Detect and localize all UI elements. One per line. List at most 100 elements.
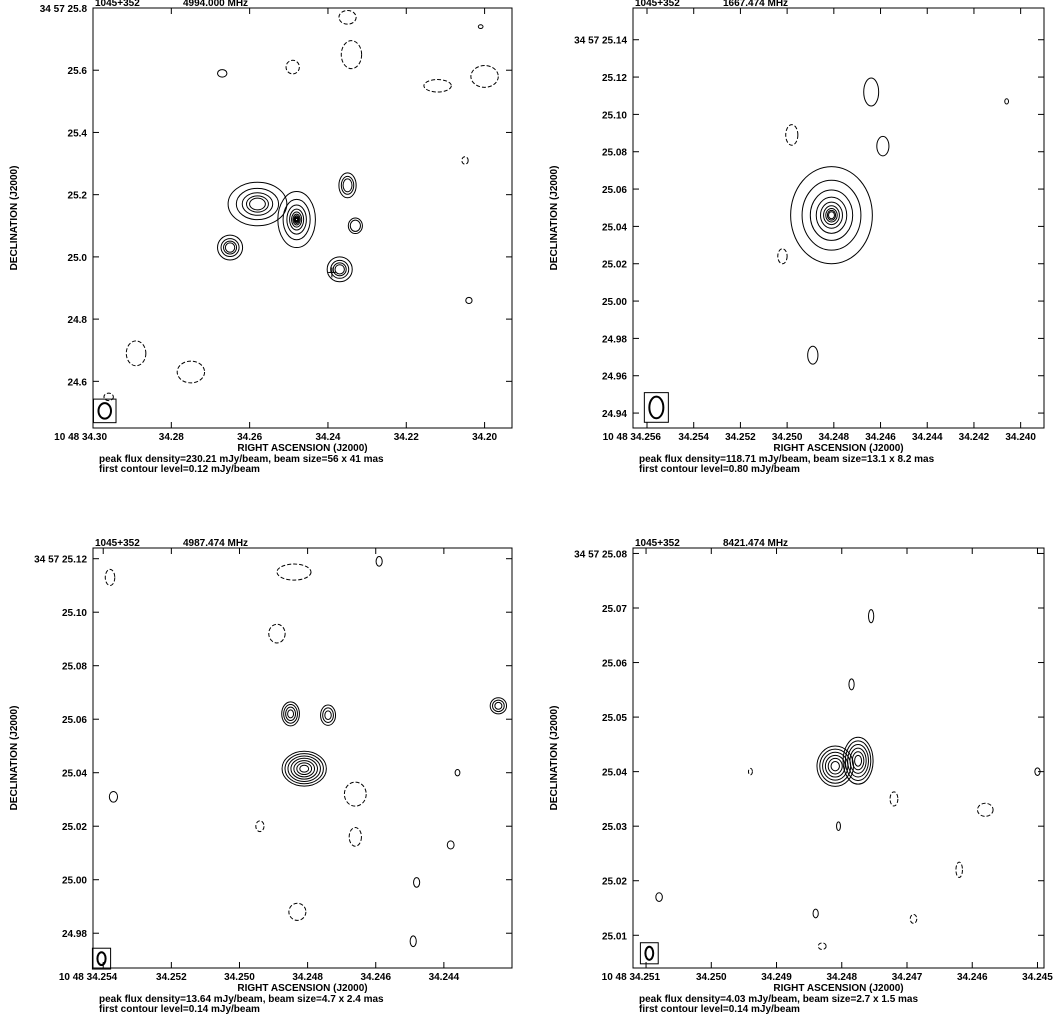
plot-frame: [92, 7, 513, 429]
contour-level: [826, 209, 837, 221]
contour-level: [825, 207, 838, 223]
y-tick-label: 25.02: [602, 260, 627, 271]
x-tick-label: 34.254: [678, 432, 709, 443]
contour-level: [330, 259, 350, 279]
x-tick-label: 34.28: [159, 432, 184, 443]
y-tick-label: 25.02: [602, 877, 627, 888]
beam-box: [643, 392, 669, 423]
contour-level: [854, 754, 863, 767]
y-tick-label: 34 57 25.8: [40, 4, 88, 15]
negative-contour: [747, 767, 753, 776]
negative-contour: [817, 942, 827, 950]
contour-level-note: first contour level=0.12 mJy/beam: [99, 464, 260, 475]
noise-contour: [655, 892, 663, 902]
noise-contour: [446, 840, 455, 850]
contour-level: [332, 262, 347, 277]
y-tick-label: 25.07: [602, 604, 627, 615]
y-tick-label: 25.10: [602, 110, 627, 121]
y-tick-label: 25.10: [62, 608, 87, 619]
negative-contour: [777, 248, 788, 265]
y-tick-label: 34 57 25.14: [574, 36, 627, 47]
noise-contour: [863, 77, 880, 107]
contour-level: [296, 762, 313, 775]
x-tick-label: 34.249: [761, 972, 792, 983]
x-tick-label: 34.250: [696, 972, 727, 983]
negative-contour: [125, 340, 147, 367]
x-axis-label: RIGHT ASCENSION (J2000): [237, 983, 367, 994]
contour-level: [790, 166, 873, 265]
frequency-label: 8421.474 MHz: [723, 538, 788, 549]
contour-level: [217, 234, 244, 261]
y-tick-label: 24.94: [602, 409, 627, 420]
negative-contour: [176, 360, 206, 384]
contour-level: [220, 238, 240, 258]
peak-flux-note: peak flux density=4.03 mJy/beam, beam si…: [639, 994, 918, 1005]
contour-level: [828, 211, 835, 220]
x-tick-label: 10 48 34.256: [603, 432, 662, 443]
negative-contour: [104, 568, 116, 586]
x-tick-label: 10 48 34.254: [59, 972, 118, 983]
negative-contour: [276, 563, 312, 581]
y-tick-label: 34 57 25.08: [574, 549, 627, 560]
y-tick-label: 25.2: [68, 191, 88, 202]
frequency-label: 1667.474 MHz: [723, 0, 788, 9]
negative-contour: [470, 65, 499, 88]
contour-level: [338, 172, 357, 199]
contour-level: [815, 196, 848, 234]
source-name: 1045+352: [95, 538, 140, 549]
contour-level: [324, 710, 332, 721]
x-tick-label: 34.26: [237, 432, 262, 443]
negative-contour: [461, 156, 469, 165]
y-tick-label: 25.04: [602, 222, 627, 233]
x-axis-label: RIGHT ASCENSION (J2000): [773, 443, 903, 454]
x-tick-label: 34.246: [865, 432, 896, 443]
contour-level: [287, 709, 295, 719]
contour-layer: [103, 9, 499, 402]
noise-contour: [477, 24, 484, 30]
contour-level: [342, 178, 353, 193]
contour-level: [851, 751, 865, 771]
negative-contour: [785, 124, 799, 146]
x-tick-label: 34.20: [472, 432, 497, 443]
x-tick-label: 10 48 34.30: [54, 432, 107, 443]
contour-level: [293, 760, 316, 778]
map-panel: 1045+352 4987.474 MHz 10 48 34.254 34.252 34…: [9, 538, 513, 1015]
contour-level: [827, 757, 843, 775]
x-tick-label: 34.244: [429, 972, 460, 983]
beam-box: [639, 942, 659, 965]
contour-level: [492, 699, 505, 713]
y-axis-label: DECLINATION (J2000): [549, 166, 560, 271]
x-tick-label: 34.248: [826, 972, 857, 983]
negative-contour: [103, 392, 114, 402]
frequency-label: 4987.474 MHz: [183, 538, 248, 549]
contour-level: [291, 211, 303, 228]
noise-contour: [868, 609, 875, 624]
noise-contour: [465, 296, 473, 305]
contour-level: [322, 707, 334, 723]
y-tick-label: 24.8: [68, 315, 88, 326]
negative-contour: [423, 79, 452, 93]
plot-frame: [632, 7, 1045, 429]
noise-contour: [108, 790, 119, 803]
negative-contour: [255, 820, 265, 833]
contour-layer: [104, 556, 508, 948]
contour-level: [299, 764, 310, 773]
contour-level: [293, 215, 300, 224]
y-tick-label: 25.12: [602, 73, 627, 84]
noise-contour: [812, 908, 819, 919]
y-tick-label: 25.6: [68, 66, 88, 77]
negative-contour: [348, 827, 362, 847]
noise-contour: [1034, 767, 1041, 776]
beam-ellipse: [96, 951, 107, 967]
contour-level: [830, 761, 840, 772]
x-tick-label: 34.240: [1005, 432, 1036, 443]
y-tick-label: 25.03: [602, 822, 627, 833]
negative-contour: [976, 802, 994, 817]
y-axis-label: DECLINATION (J2000): [549, 706, 560, 811]
y-tick-label: 24.98: [62, 929, 87, 940]
y-tick-label: 25.02: [62, 822, 87, 833]
y-tick-label: 25.08: [602, 148, 627, 159]
contour-layer: [777, 77, 1010, 365]
contour-level: [822, 751, 849, 781]
